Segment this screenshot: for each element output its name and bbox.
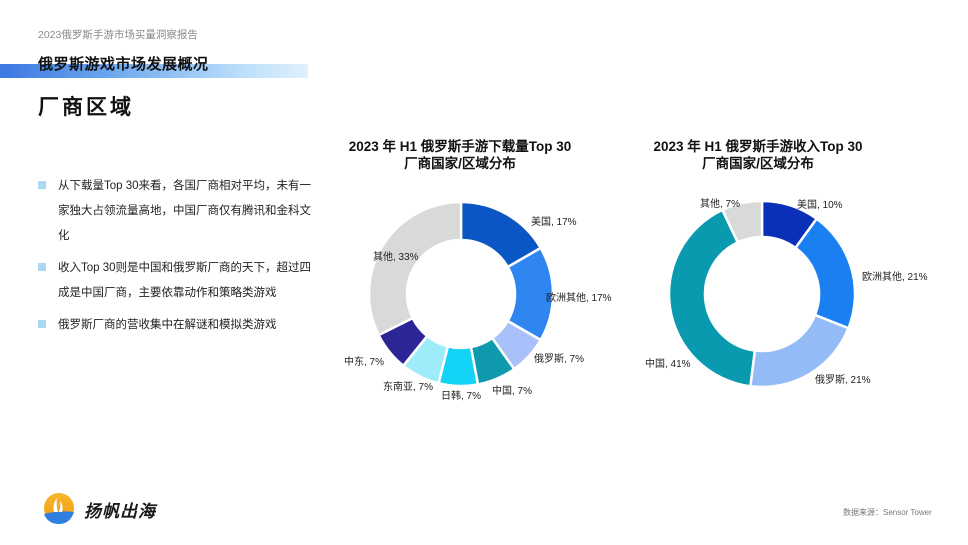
- chart-title-line2: 厂商国家/区域分布: [404, 156, 516, 171]
- segment-label: 中国, 41%: [645, 357, 691, 370]
- donut-segment: [793, 217, 857, 330]
- donut-segment: [720, 199, 764, 245]
- sail-logo-icon: [44, 493, 74, 524]
- bullet-item: 收入Top 30则是中国和俄罗斯厂商的天下，超过四成是中国厂商，主要依靠动作和策…: [38, 256, 318, 306]
- brand-logo: 扬帆出海: [42, 492, 156, 526]
- segment-label: 欧洲其他, 17%: [546, 291, 612, 304]
- bullet-item: 俄罗斯厂商的营收集中在解谜和模拟类游戏: [38, 313, 318, 338]
- segment-label: 中东, 7%: [344, 355, 384, 368]
- page-title: 厂商区域: [38, 96, 134, 119]
- segment-label: 中国, 7%: [492, 384, 532, 397]
- chart-title-line1: 2023 年 H1 俄罗斯手游下载量Top 30: [348, 139, 572, 154]
- segment-label: 俄罗斯, 21%: [815, 373, 871, 386]
- section-gradient-bar: [0, 64, 308, 78]
- segment-label: 俄罗斯, 7%: [534, 352, 584, 365]
- chart-title-revenue: 2023 年 H1 俄罗斯手游收入Top 30 厂商国家/区域分布: [628, 138, 888, 172]
- segment-label: 欧洲其他, 21%: [862, 270, 928, 283]
- segment-label: 东南亚, 7%: [383, 380, 433, 393]
- segment-label: 美国, 10%: [797, 198, 843, 211]
- bullet-square-icon: [38, 181, 46, 189]
- donut-chart-revenue: 美国, 10% 欧洲其他, 21% 俄罗斯, 21% 中国, 41% 其他, 7%: [645, 197, 928, 389]
- section-title: 俄罗斯游戏市场发展概况: [38, 56, 209, 73]
- bullet-list: 从下载量Top 30来看，各国厂商相对平均，未有一家独大占领流量高地，中国厂商仅…: [38, 174, 318, 345]
- segment-label: 其他, 33%: [373, 250, 419, 263]
- bullet-square-icon: [38, 263, 46, 271]
- donut-chart-downloads: 美国, 17% 欧洲其他, 17% 俄罗斯, 7% 中国, 7% 日韩, 7% 东南亚, …: [344, 200, 612, 402]
- bullet-square-icon: [38, 320, 46, 328]
- chart-title-line2: 厂商国家/区域分布: [702, 156, 814, 171]
- segment-label: 日韩, 7%: [441, 389, 481, 402]
- segment-label: 美国, 17%: [531, 215, 577, 228]
- bullet-text: 从下载量Top 30来看，各国厂商相对平均，未有一家独大占领流量高地，中国厂商仅…: [58, 180, 312, 242]
- segment-label: 其他, 7%: [700, 197, 740, 210]
- bullet-text: 收入Top 30则是中国和俄罗斯厂商的天下，超过四成是中国厂商，主要依靠动作和策…: [58, 262, 312, 299]
- brand-name: 扬帆出海: [84, 501, 156, 521]
- donut-segment: [667, 208, 757, 388]
- donut-segment: [367, 200, 463, 337]
- bullet-item: 从下载量Top 30来看，各国厂商相对平均，未有一家独大占领流量高地，中国厂商仅…: [38, 174, 318, 249]
- bullet-text: 俄罗斯厂商的营收集中在解谜和模拟类游戏: [58, 319, 277, 331]
- chart-title-line1: 2023 年 H1 俄罗斯手游收入Top 30: [653, 139, 863, 154]
- report-title: 2023俄罗斯手游市场买量洞察报告: [38, 29, 198, 41]
- data-source: 数据来源：Sensor Tower: [843, 508, 932, 517]
- chart-title-downloads: 2023 年 H1 俄罗斯手游下载量Top 30 厂商国家/区域分布: [330, 138, 590, 172]
